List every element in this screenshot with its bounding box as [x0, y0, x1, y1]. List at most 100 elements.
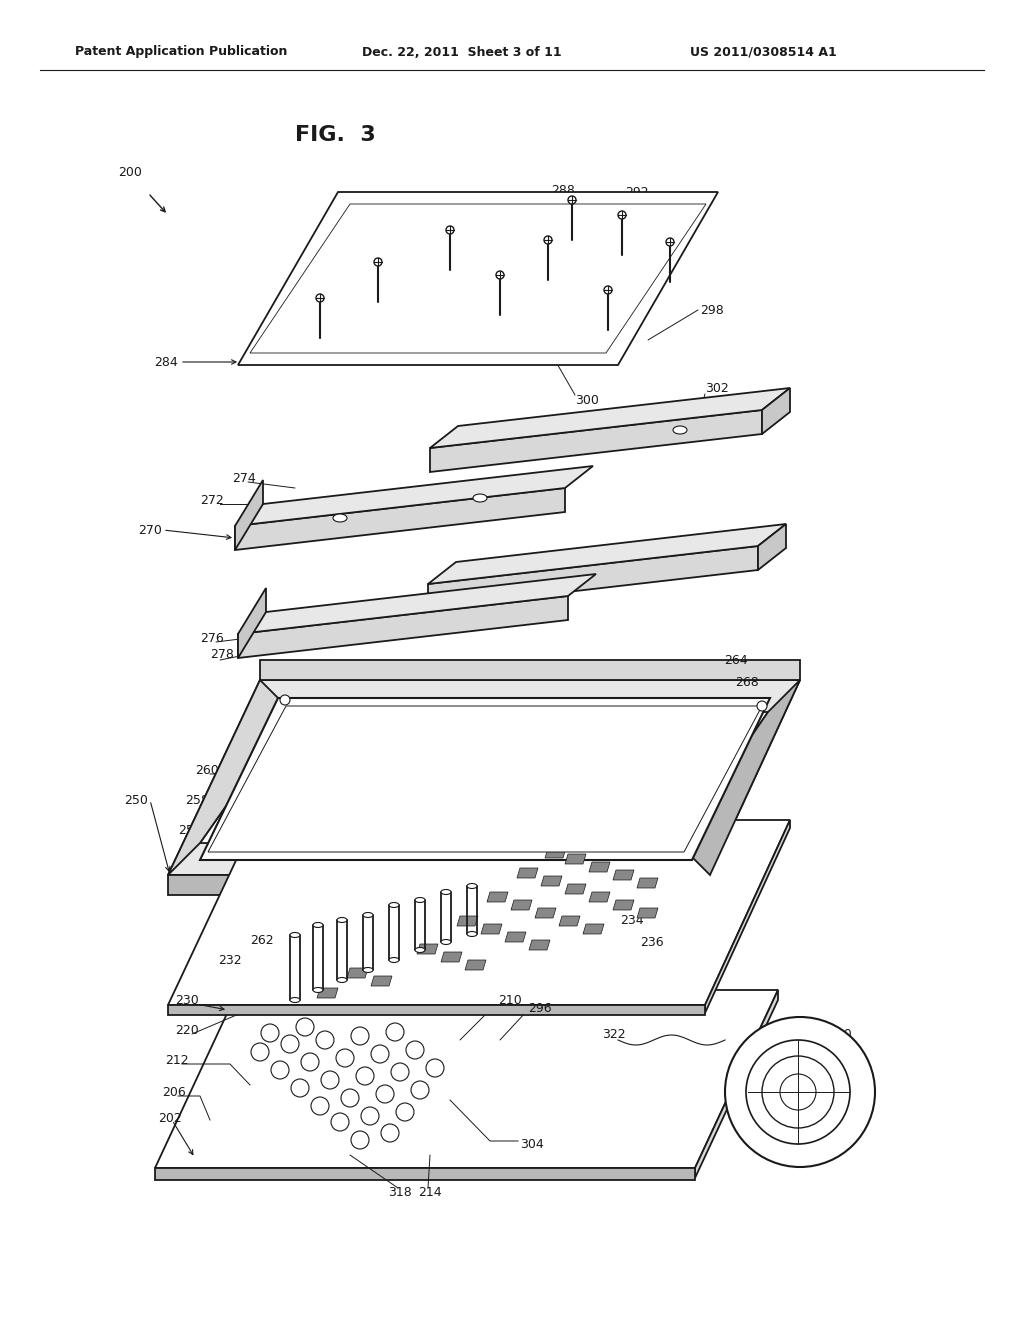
Polygon shape [517, 869, 538, 878]
Ellipse shape [415, 898, 425, 903]
Circle shape [618, 211, 626, 219]
Ellipse shape [362, 968, 373, 973]
Circle shape [261, 1024, 279, 1041]
Ellipse shape [290, 932, 300, 937]
Polygon shape [637, 908, 658, 917]
Polygon shape [758, 524, 786, 570]
Polygon shape [441, 952, 462, 962]
Circle shape [271, 1061, 289, 1078]
Text: 220: 220 [175, 1023, 199, 1036]
Polygon shape [565, 884, 586, 894]
Polygon shape [465, 960, 486, 970]
Text: 260: 260 [195, 763, 219, 776]
Circle shape [746, 1040, 850, 1144]
Circle shape [351, 1131, 369, 1148]
Text: 278: 278 [210, 648, 233, 661]
Circle shape [301, 1053, 319, 1071]
Polygon shape [417, 944, 438, 954]
Circle shape [371, 1045, 389, 1063]
Text: 300: 300 [575, 393, 599, 407]
Text: 258: 258 [185, 793, 209, 807]
Polygon shape [260, 660, 800, 680]
Text: 212: 212 [165, 1053, 188, 1067]
Polygon shape [678, 680, 800, 875]
Text: 318: 318 [831, 1052, 856, 1064]
Circle shape [406, 1041, 424, 1059]
Polygon shape [589, 862, 610, 873]
Text: 210: 210 [830, 1078, 854, 1092]
Polygon shape [168, 1005, 705, 1015]
Polygon shape [430, 411, 762, 473]
Circle shape [411, 1081, 429, 1100]
Circle shape [496, 271, 504, 279]
Circle shape [374, 257, 382, 267]
Polygon shape [250, 205, 706, 352]
Circle shape [381, 1125, 399, 1142]
Polygon shape [208, 706, 762, 851]
Text: 206: 206 [162, 1085, 185, 1098]
Circle shape [376, 1085, 394, 1104]
Text: 268: 268 [735, 676, 759, 689]
Polygon shape [234, 466, 593, 525]
Circle shape [426, 1059, 444, 1077]
Polygon shape [428, 524, 786, 583]
Ellipse shape [467, 932, 477, 936]
Ellipse shape [415, 948, 425, 953]
Polygon shape [234, 480, 263, 550]
Circle shape [341, 1089, 359, 1107]
Text: 298: 298 [700, 304, 724, 317]
Ellipse shape [473, 494, 487, 502]
Polygon shape [238, 574, 596, 634]
Text: 264: 264 [724, 653, 748, 667]
Polygon shape [317, 987, 338, 998]
Text: 272: 272 [628, 560, 651, 573]
Polygon shape [565, 854, 586, 865]
Circle shape [780, 1074, 816, 1110]
Circle shape [280, 696, 290, 705]
Circle shape [544, 236, 552, 244]
Polygon shape [541, 876, 562, 886]
Ellipse shape [313, 987, 323, 993]
Text: 320: 320 [826, 1111, 850, 1125]
Polygon shape [559, 916, 580, 927]
Ellipse shape [333, 513, 347, 521]
Polygon shape [371, 975, 392, 986]
Circle shape [666, 238, 674, 246]
Polygon shape [583, 924, 604, 935]
Ellipse shape [441, 940, 451, 945]
Ellipse shape [337, 917, 347, 923]
Circle shape [725, 1016, 874, 1167]
Text: 330: 330 [828, 1028, 852, 1041]
Text: 274: 274 [232, 471, 256, 484]
Text: 274: 274 [650, 544, 674, 557]
Polygon shape [505, 932, 526, 942]
Polygon shape [238, 191, 718, 366]
Text: 276: 276 [200, 631, 224, 644]
Text: 232: 232 [218, 953, 242, 966]
Text: 252: 252 [178, 824, 202, 837]
Circle shape [331, 1113, 349, 1131]
Ellipse shape [441, 890, 451, 895]
Text: US 2011/0308514 A1: US 2011/0308514 A1 [690, 45, 837, 58]
Polygon shape [511, 900, 532, 909]
Ellipse shape [673, 426, 687, 434]
Text: 294: 294 [720, 704, 743, 717]
Circle shape [296, 1018, 314, 1036]
Polygon shape [428, 546, 758, 609]
Circle shape [291, 1078, 309, 1097]
Text: Patent Application Publication: Patent Application Publication [75, 45, 288, 58]
Text: 284: 284 [155, 355, 178, 368]
Polygon shape [705, 820, 790, 1012]
Polygon shape [762, 388, 790, 434]
Ellipse shape [389, 957, 399, 962]
Polygon shape [589, 892, 610, 902]
Text: 294: 294 [720, 824, 743, 837]
Text: 250: 250 [124, 793, 148, 807]
Text: 318: 318 [388, 1185, 412, 1199]
Ellipse shape [389, 903, 399, 908]
Circle shape [386, 1023, 404, 1041]
Polygon shape [430, 388, 790, 447]
Ellipse shape [337, 978, 347, 982]
Polygon shape [481, 924, 502, 935]
Circle shape [361, 1107, 379, 1125]
